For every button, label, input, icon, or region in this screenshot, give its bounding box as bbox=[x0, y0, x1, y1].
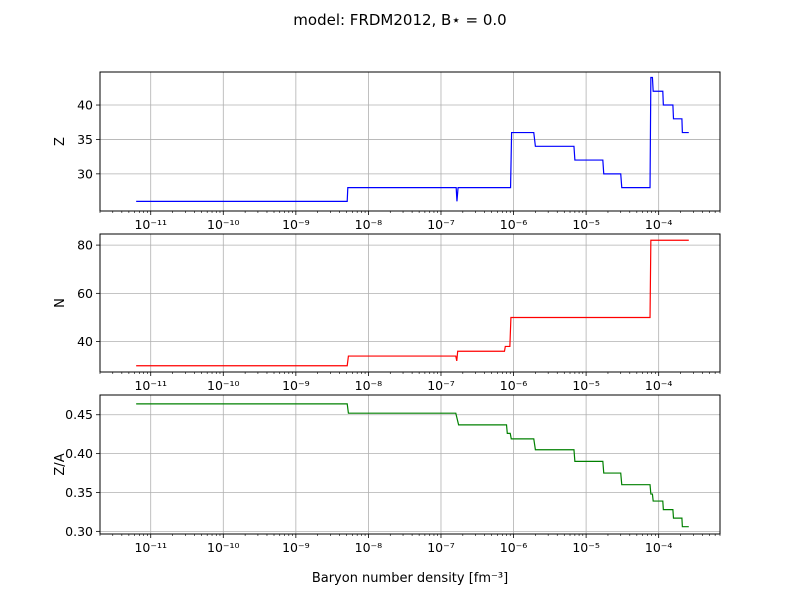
x-tick-label: 10⁻⁸ bbox=[355, 217, 383, 232]
axes-frame bbox=[99, 394, 721, 535]
x-axis-label: Baryon number density [fm⁻³] bbox=[312, 571, 508, 586]
x-tick-label: 10⁻⁴ bbox=[645, 540, 673, 555]
y-axis-label: Z bbox=[53, 137, 68, 146]
x-tick-label: 10⁻⁹ bbox=[282, 217, 310, 232]
y-tick-label: 0.30 bbox=[65, 524, 93, 539]
axes-frame bbox=[99, 233, 721, 373]
y-tick-label: 0.35 bbox=[65, 485, 93, 500]
x-tick-label: 10⁻⁶ bbox=[500, 217, 528, 232]
x-tick-label: 10⁻¹⁰ bbox=[207, 378, 240, 393]
x-tick-label: 10⁻⁹ bbox=[282, 540, 310, 555]
series-line-n bbox=[136, 239, 689, 367]
panel-3: 10⁻¹¹ 10⁻¹⁰ 10⁻⁹ 10⁻⁸ 10⁻⁷ 10⁻⁶ 10⁻⁵ 10⁻⁴ 0.30 0.… bbox=[53, 394, 721, 555]
y-tick-label: 0.40 bbox=[65, 446, 93, 461]
x-tick-label: 10⁻⁷ bbox=[427, 378, 455, 393]
y-tick-label: 40 bbox=[77, 334, 93, 349]
y-axis-label: N bbox=[53, 298, 68, 308]
x-tick-label: 10⁻⁵ bbox=[572, 217, 600, 232]
x-tick-label: 10⁻⁷ bbox=[427, 217, 455, 232]
x-tick-label: 10⁻¹⁰ bbox=[207, 217, 240, 232]
y-tick-label: 40 bbox=[77, 98, 93, 113]
grid-lines bbox=[100, 395, 720, 534]
x-tick-label: 10⁻⁸ bbox=[355, 378, 383, 393]
panel-2: 10⁻¹¹ 10⁻¹⁰ 10⁻⁹ 10⁻⁸ 10⁻⁷ 10⁻⁶ 10⁻⁵ 10⁻⁴ 40 60 80… bbox=[53, 233, 721, 393]
x-tick-label: 10⁻⁶ bbox=[500, 378, 528, 393]
x-tick-label: 10⁻⁵ bbox=[572, 378, 600, 393]
x-tick-label: 10⁻⁵ bbox=[572, 540, 600, 555]
x-tick-label: 10⁻¹¹ bbox=[134, 378, 167, 393]
axes-frame bbox=[99, 71, 721, 212]
series-line-z-over-a bbox=[136, 403, 689, 528]
grid-lines bbox=[100, 234, 720, 372]
y-axis-label: Z/A bbox=[53, 453, 68, 475]
x-tick-label: 10⁻¹¹ bbox=[134, 217, 167, 232]
x-tick-label: 10⁻⁹ bbox=[282, 378, 310, 393]
x-tick-label: 10⁻⁴ bbox=[645, 217, 673, 232]
y-tick-label: 35 bbox=[77, 132, 93, 147]
y-tick-label: 0.45 bbox=[65, 407, 93, 422]
series-line-z bbox=[136, 76, 689, 202]
x-tick-label: 10⁻⁷ bbox=[427, 540, 455, 555]
panel-1: 10⁻¹¹ 10⁻¹⁰ 10⁻⁹ 10⁻⁸ 10⁻⁷ 10⁻⁶ 10⁻⁵ 10⁻⁴ 30 35 40… bbox=[53, 71, 721, 232]
y-tick-label: 80 bbox=[77, 238, 93, 253]
y-tick-label: 30 bbox=[77, 166, 93, 181]
grid-lines bbox=[100, 72, 720, 211]
chart-title: model: FRDM2012, B⋆ = 0.0 bbox=[293, 11, 506, 29]
x-tick-label: 10⁻¹⁰ bbox=[207, 540, 240, 555]
x-tick-label: 10⁻¹¹ bbox=[134, 540, 167, 555]
x-tick-label: 10⁻⁴ bbox=[645, 378, 673, 393]
x-tick-label: 10⁻⁶ bbox=[500, 540, 528, 555]
y-tick-label: 60 bbox=[77, 286, 93, 301]
x-tick-label: 10⁻⁸ bbox=[355, 540, 383, 555]
panels: 10⁻¹¹ 10⁻¹⁰ 10⁻⁹ 10⁻⁸ 10⁻⁷ 10⁻⁶ 10⁻⁵ 10⁻⁴ 30 35 40… bbox=[53, 71, 721, 555]
